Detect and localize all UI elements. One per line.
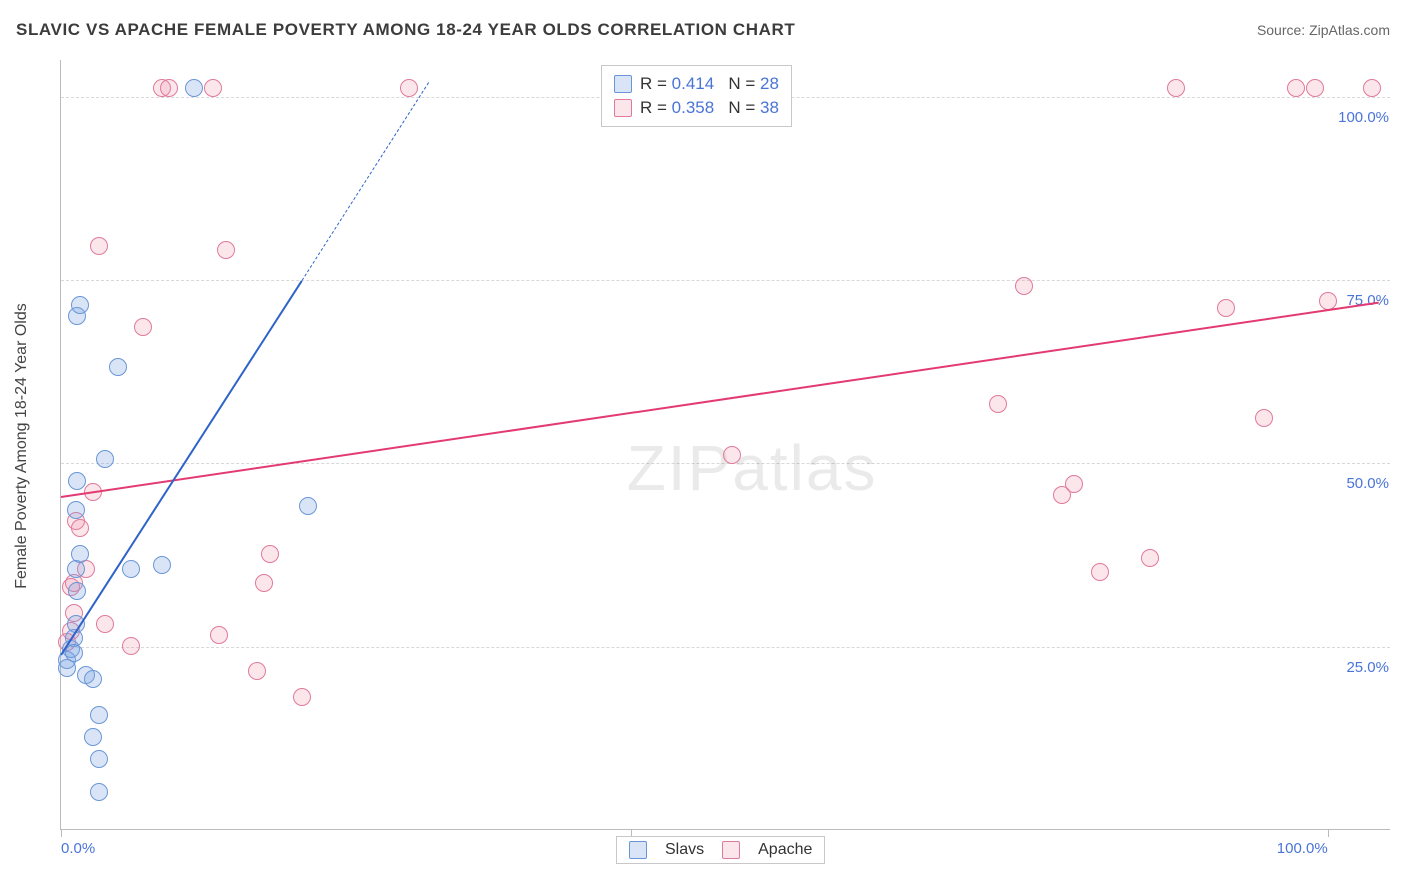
data-point-apache (217, 241, 235, 259)
trend-line (61, 302, 1379, 498)
legend-label: Slavs (665, 841, 704, 859)
watermark: ZIPatlas (627, 431, 878, 505)
data-point-slavs (122, 560, 140, 578)
x-tick (1328, 829, 1329, 837)
data-point-slavs (299, 497, 317, 515)
data-point-apache (1015, 277, 1033, 295)
data-point-apache (1255, 409, 1273, 427)
data-point-apache (261, 545, 279, 563)
legend-swatch (614, 75, 632, 93)
x-tick-label: 100.0% (1277, 840, 1328, 857)
data-point-slavs (68, 582, 86, 600)
data-point-apache (1217, 299, 1235, 317)
data-point-apache (71, 519, 89, 537)
gridline (61, 647, 1390, 648)
legend-swatch (722, 841, 740, 859)
trend-line (301, 82, 429, 281)
data-point-apache (293, 688, 311, 706)
series-legend: Slavs Apache (616, 836, 825, 864)
data-point-apache (1306, 79, 1324, 97)
data-point-slavs (67, 501, 85, 519)
data-point-apache (1141, 549, 1159, 567)
legend-label: Apache (758, 841, 812, 859)
data-point-apache (204, 79, 222, 97)
gridline (61, 280, 1390, 281)
data-point-slavs (185, 79, 203, 97)
plot-area: 25.0%50.0%75.0%100.0%0.0%100.0%ZIPatlasR… (60, 60, 1390, 830)
y-tick-label: 100.0% (1336, 109, 1391, 126)
data-point-slavs (109, 358, 127, 376)
data-point-apache (1363, 79, 1381, 97)
data-point-slavs (153, 556, 171, 574)
legend-row: R = 0.358 N = 38 (614, 96, 779, 120)
data-point-slavs (90, 706, 108, 724)
data-point-slavs (90, 750, 108, 768)
data-point-apache (1065, 475, 1083, 493)
x-tick-label: 0.0% (61, 840, 95, 857)
x-tick (61, 829, 62, 837)
data-point-slavs (71, 545, 89, 563)
data-point-apache (989, 395, 1007, 413)
data-point-apache (160, 79, 178, 97)
data-point-apache (134, 318, 152, 336)
data-point-apache (1091, 563, 1109, 581)
data-point-slavs (84, 728, 102, 746)
data-point-slavs (84, 670, 102, 688)
chart-title: SLAVIC VS APACHE FEMALE POVERTY AMONG 18… (16, 20, 795, 40)
data-point-apache (400, 79, 418, 97)
gridline (61, 463, 1390, 464)
data-point-apache (723, 446, 741, 464)
data-point-apache (248, 662, 266, 680)
source-attribution: Source: ZipAtlas.com (1257, 22, 1390, 38)
data-point-slavs (71, 296, 89, 314)
y-axis-label: Female Poverty Among 18-24 Year Olds (13, 303, 31, 589)
legend-row: R = 0.414 N = 28 (614, 72, 779, 96)
data-point-slavs (90, 783, 108, 801)
data-point-apache (96, 615, 114, 633)
scatter-plot: 25.0%50.0%75.0%100.0%0.0%100.0%ZIPatlasR… (60, 60, 1390, 830)
trend-line (60, 280, 302, 655)
data-point-slavs (68, 472, 86, 490)
data-point-slavs (96, 450, 114, 468)
legend-swatch (629, 841, 647, 859)
data-point-apache (1167, 79, 1185, 97)
data-point-apache (1287, 79, 1305, 97)
y-tick-label: 50.0% (1344, 475, 1391, 492)
legend-swatch (614, 99, 632, 117)
data-point-apache (90, 237, 108, 255)
y-tick-label: 25.0% (1344, 659, 1391, 676)
chart-header: SLAVIC VS APACHE FEMALE POVERTY AMONG 18… (16, 20, 1390, 40)
data-point-apache (210, 626, 228, 644)
data-point-apache (255, 574, 273, 592)
data-point-apache (122, 637, 140, 655)
correlation-legend: R = 0.414 N = 28R = 0.358 N = 38 (601, 65, 792, 127)
